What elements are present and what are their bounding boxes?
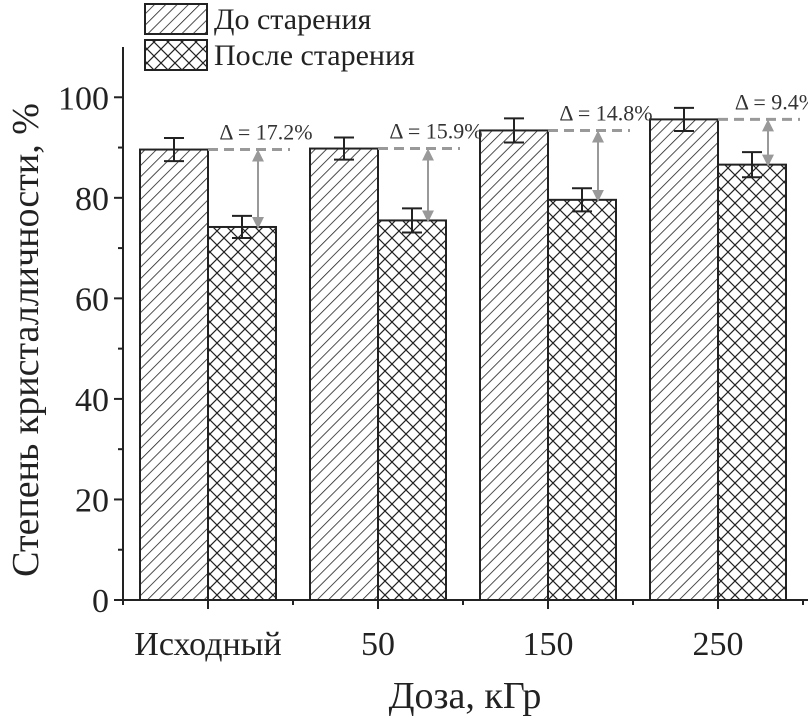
legend-label-1: После старения: [214, 39, 415, 72]
y-tick-label-60: 60: [75, 281, 109, 318]
legend-swatch-0: [144, 3, 208, 35]
plot-area: Δ = 17.2% Δ = 15.9% Δ = 14.8% Δ = 9.4%: [139, 89, 808, 602]
y-tick-label-100: 100: [58, 80, 109, 117]
bar-before-1: [309, 147, 379, 601]
axes: 0 20 40 60 80 100 Исходный 50 150 250: [58, 47, 808, 663]
error-bar-after-3: [742, 151, 762, 179]
delta-label-3: Δ = 9.4%: [735, 89, 808, 114]
error-bar-before-1: [334, 136, 354, 161]
bar-after-0: [207, 225, 277, 602]
error-bar-after-0: [232, 214, 252, 240]
error-bar-after-2: [572, 187, 592, 213]
bar-after-1: [377, 219, 447, 601]
x-axis-title: Доза, кГр: [389, 675, 542, 717]
bar-before-0: [139, 148, 209, 601]
y-tick-label-0: 0: [92, 583, 109, 620]
error-bar-after-1: [402, 207, 422, 234]
y-tick-label-80: 80: [75, 181, 109, 218]
delta-label-0: Δ = 17.2%: [219, 120, 312, 145]
error-bar-before-3: [674, 106, 694, 132]
y-axis-title: Степень кристалличности, %: [5, 103, 47, 577]
legend-swatch-1: [144, 39, 208, 71]
delta-label-2: Δ = 14.8%: [559, 100, 652, 125]
x-tick-label-2: 150: [523, 626, 574, 663]
x-tick-label-0: Исходный: [134, 626, 281, 663]
bar-after-2: [547, 198, 617, 601]
x-tick-label-3: 250: [693, 626, 744, 663]
y-tick-label-20: 20: [75, 482, 109, 519]
error-bar-before-0: [164, 136, 184, 163]
bar-before-2: [479, 129, 549, 601]
y-tick-label-40: 40: [75, 382, 109, 419]
bar-after-3: [717, 163, 787, 601]
x-tick-label-1: 50: [361, 626, 395, 663]
legend-label-0: До старения: [214, 3, 371, 36]
error-bar-before-2: [504, 117, 524, 144]
bar-before-3: [649, 118, 719, 601]
delta-label-1: Δ = 15.9%: [389, 119, 482, 144]
